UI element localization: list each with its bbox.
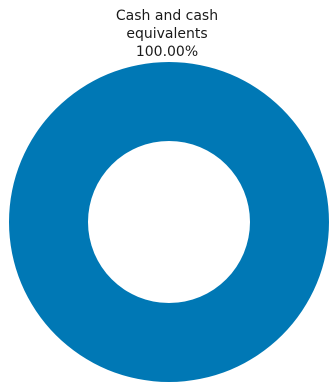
slice-label-line-2: equivalents	[126, 26, 207, 42]
slice-percent-label: 100.00%	[136, 44, 198, 60]
donut-slice-0	[9, 62, 329, 382]
slice-labels: Cash and cash equivalents 100.00%	[116, 8, 218, 60]
slice-label-line-1: Cash and cash	[116, 8, 218, 24]
donut-slices	[9, 62, 329, 382]
